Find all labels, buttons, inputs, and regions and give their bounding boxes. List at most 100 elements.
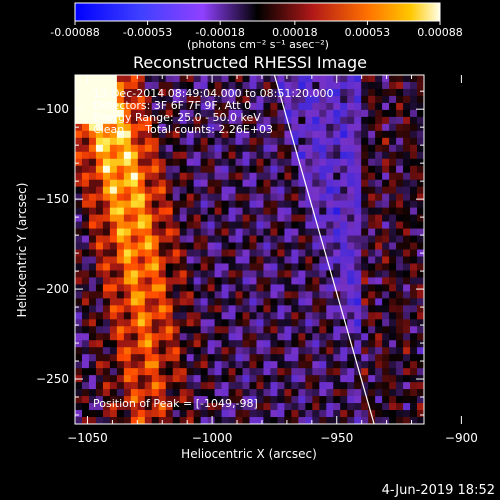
heatmap-cell (305, 88, 313, 97)
heatmap-cell (186, 410, 195, 418)
heatmap-cell (214, 172, 223, 181)
heatmap-cell (256, 102, 265, 111)
heatmap-cell (270, 235, 279, 244)
heatmap-cell (256, 319, 265, 327)
heatmap-cell (228, 172, 237, 181)
heatmap-cell (284, 284, 292, 292)
heatmap-cell (186, 361, 195, 369)
heatmap-cell (305, 109, 313, 118)
heatmap-cell (221, 95, 230, 104)
heatmap-cell (179, 186, 188, 195)
heatmap-cell (396, 417, 404, 424)
heatmap-cell (179, 242, 188, 251)
heatmap-cell (242, 235, 251, 244)
heatmap-cell (326, 144, 334, 153)
heatmap-cell (340, 403, 348, 411)
heatmap-cell (249, 333, 258, 341)
heatmap-cell (193, 95, 202, 104)
heatmap-cell (410, 396, 418, 404)
heatmap-cell (270, 95, 279, 104)
heatmap-cell (123, 375, 132, 383)
heatmap-cell (186, 116, 195, 125)
heatmap-cell (102, 186, 111, 195)
heatmap-cell (75, 396, 83, 404)
heatmap-cell (116, 235, 125, 244)
heatmap-cell (151, 270, 160, 279)
heatmap-cell (277, 270, 285, 279)
heatmap-cell (102, 88, 111, 97)
heatmap-cell (368, 249, 376, 258)
heatmap-cell (263, 123, 272, 132)
heatmap-cell (102, 284, 111, 292)
heatmap-cell (151, 298, 160, 306)
heatmap-cell (214, 333, 223, 341)
heatmap-cell (165, 368, 174, 376)
heatmap-cell (137, 284, 146, 292)
heatmap-cell (417, 382, 424, 390)
heatmap-cell (396, 151, 404, 160)
heatmap-cell (270, 109, 279, 118)
heatmap-cell (95, 361, 104, 369)
heatmap-cell (382, 319, 390, 327)
heatmap-cell (291, 221, 299, 230)
heatmap-cell (75, 207, 83, 216)
heatmap-cell (270, 88, 279, 97)
heatmap-cell (144, 417, 153, 424)
heatmap-cell (221, 158, 230, 167)
heatmap-cell (368, 361, 376, 369)
heatmap-cell (144, 382, 153, 390)
heatmap-cell (221, 116, 230, 125)
heatmap-cell (291, 270, 299, 279)
heatmap-cell (382, 151, 390, 160)
heatmap-cell (298, 277, 306, 285)
heatmap-cell (277, 396, 285, 404)
heatmap-cell (312, 270, 320, 279)
heatmap-cell (319, 102, 327, 111)
heatmap-cell (193, 109, 202, 118)
heatmap-cell (144, 319, 153, 327)
heatmap-cell (75, 172, 83, 181)
heatmap-cell (151, 277, 160, 285)
heatmap-cell (172, 214, 181, 223)
heatmap-cell (403, 361, 411, 369)
heatmap-cell (221, 172, 230, 181)
heatmap-cell (116, 75, 125, 83)
heatmap-cell (410, 375, 418, 383)
heatmap-cell (221, 389, 230, 397)
heatmap-cell (305, 81, 313, 90)
heatmap-cell (88, 207, 97, 216)
heatmap-cell (277, 319, 285, 327)
heatmap-cell (88, 305, 97, 313)
heatmap-cell (242, 382, 251, 390)
heatmap-cell (347, 333, 355, 341)
heatmap-cell (200, 298, 209, 306)
heatmap-cell (375, 347, 383, 355)
heatmap-cell (228, 389, 237, 397)
heatmap-cell (249, 235, 258, 244)
heatmap-cell (389, 277, 397, 285)
heatmap-cell (144, 207, 153, 216)
heatmap-cell (354, 123, 362, 132)
heatmap-cell (102, 249, 111, 258)
heatmap-cell (242, 221, 251, 230)
heatmap-cell (109, 368, 118, 376)
heatmap-cell (256, 123, 265, 132)
heatmap-cell (375, 221, 383, 230)
heatmap-cell (298, 130, 306, 139)
axes: −1050 −1000 −950 −900−250−200−150−100 (36, 75, 478, 445)
heatmap-cell (144, 116, 153, 125)
heatmap-cell (263, 333, 272, 341)
heatmap-cell (361, 179, 369, 188)
heatmap-cell (193, 417, 202, 424)
heatmap-cell (249, 361, 258, 369)
heatmap-cell (305, 235, 313, 244)
heatmap-cell (277, 235, 285, 244)
heatmap-cell (116, 200, 125, 209)
heatmap-cell (214, 144, 223, 153)
heatmap-cell (347, 312, 355, 320)
heatmap-cell (403, 193, 411, 202)
heatmap-cell (291, 214, 299, 223)
heatmap-cell (291, 354, 299, 362)
heatmap-cell (242, 333, 251, 341)
